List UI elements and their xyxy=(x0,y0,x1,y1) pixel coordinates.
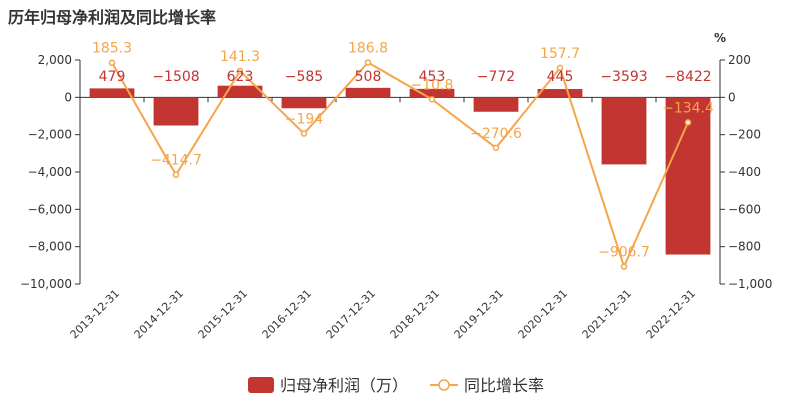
growth-value-label: −906.7 xyxy=(598,245,650,261)
y-left-tick-label: −10,000 xyxy=(20,277,72,291)
y-left-tick-label: 0 xyxy=(64,90,72,104)
bar-value-label: 453 xyxy=(419,69,446,85)
bar-value-label: 479 xyxy=(99,69,126,85)
growth-value-label: −270.6 xyxy=(470,126,522,142)
growth-value-label: −10.8 xyxy=(411,77,454,93)
x-tick-label: 2020-12-31 xyxy=(516,287,570,341)
growth-point xyxy=(300,130,308,137)
x-tick-label: 2015-12-31 xyxy=(196,287,250,341)
x-tick-label: 2019-12-31 xyxy=(452,287,506,341)
growth-point xyxy=(428,96,436,103)
bar-value-label: 623 xyxy=(227,69,254,85)
growth-value-label: −414.7 xyxy=(150,153,202,169)
y-right-tick-label: −400 xyxy=(728,165,761,179)
x-tick-label: 2016-12-31 xyxy=(260,287,314,341)
bar xyxy=(345,87,391,98)
bar-value-label: 508 xyxy=(355,69,382,85)
bar-value-label: −1508 xyxy=(152,69,199,85)
y-right-tick-label: −1,000 xyxy=(728,277,772,291)
y-right-tick-label: −600 xyxy=(728,202,761,216)
bar xyxy=(153,97,199,126)
x-tick-label: 2022-12-31 xyxy=(644,287,698,341)
y-left-tick-label: −4,000 xyxy=(28,165,72,179)
bar-series-layer xyxy=(89,85,711,255)
legend[interactable]: 归母净利润（万） 同比增长率 xyxy=(248,376,544,395)
legend-line-label: 同比增长率 xyxy=(464,376,544,395)
growth-value-label: 186.8 xyxy=(348,40,388,56)
chart-title: 历年归母净利润及同比增长率 xyxy=(8,8,217,27)
y-left-tick-label: −6,000 xyxy=(28,202,72,216)
y-right-tick-label: 0 xyxy=(728,90,736,104)
growth-point xyxy=(556,64,564,72)
y-left-tick-label: −8,000 xyxy=(28,240,72,254)
bar-value-label: 445 xyxy=(547,69,574,85)
line-series-layer xyxy=(108,59,692,270)
bar xyxy=(473,97,519,112)
growth-value-label: 185.3 xyxy=(92,41,132,57)
growth-point xyxy=(364,59,372,66)
bar-value-label: −3593 xyxy=(600,69,647,85)
growth-point xyxy=(172,171,180,178)
y-right-unit-label: % xyxy=(714,31,726,45)
x-tick-label: 2014-12-31 xyxy=(132,287,186,341)
x-tick-label: 2013-12-31 xyxy=(68,287,122,341)
growth-value-label: −134.4 xyxy=(662,100,714,116)
bar-value-label: −772 xyxy=(477,69,515,85)
growth-line xyxy=(111,61,689,270)
x-tick-label: 2021-12-31 xyxy=(580,287,634,341)
x-tick-label: 2018-12-31 xyxy=(388,287,442,341)
growth-point xyxy=(620,263,628,270)
y-right-tick-label: −200 xyxy=(728,128,761,142)
bar xyxy=(89,88,135,98)
bar-value-label: −8422 xyxy=(664,69,711,85)
growth-value-label: 141.3 xyxy=(220,49,260,65)
legend-bar-label: 归母净利润（万） xyxy=(280,376,408,395)
growth-value-label: 157.7 xyxy=(540,46,580,62)
bar xyxy=(217,85,263,98)
legend-line-marker xyxy=(438,379,450,391)
growth-value-label: −194 xyxy=(285,112,324,128)
bar xyxy=(601,97,647,165)
growth-point xyxy=(108,59,116,66)
data-labels-layer: 479 −1508 623 −585 508 453 −772 445 −3593 −8422 18… xyxy=(92,40,714,260)
y-right-tick-label: 200 xyxy=(728,53,751,67)
y-left-tick-label: 2,000 xyxy=(38,53,72,67)
bar-value-label: −585 xyxy=(285,69,323,85)
y-left-tick-label: −2,000 xyxy=(28,128,72,142)
bar xyxy=(537,89,583,98)
legend-bar-swatch xyxy=(248,377,274,393)
growth-point xyxy=(236,67,244,75)
growth-point xyxy=(492,144,500,152)
bar xyxy=(409,88,455,98)
y-right-tick-label: −800 xyxy=(728,240,761,254)
x-tick-label: 2017-12-31 xyxy=(324,287,378,341)
bar xyxy=(281,97,327,109)
growth-point xyxy=(684,119,692,126)
